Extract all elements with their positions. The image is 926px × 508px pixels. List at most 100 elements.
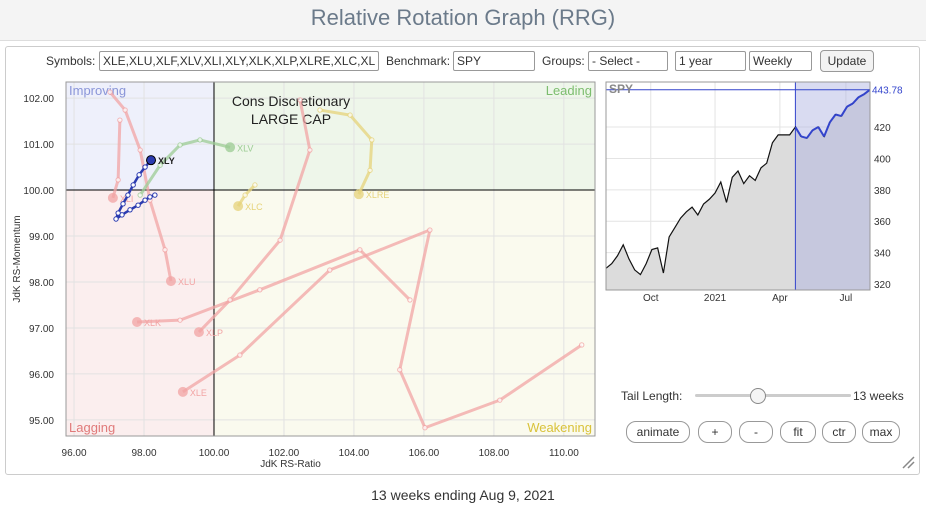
x-tick-label: 106.00	[409, 448, 440, 459]
price-segment-tail	[835, 113, 842, 118]
tail-point	[137, 192, 143, 198]
x-tick-label: 110.00	[549, 448, 579, 459]
y-axis-label: JdK RS-Momentum	[12, 215, 23, 302]
benchmark-input[interactable]: SPY	[453, 51, 535, 71]
tail-line	[182, 228, 583, 430]
y-tick-label: 96.00	[29, 370, 54, 381]
tail-point	[157, 162, 163, 168]
x-tick-label: 2021	[704, 293, 727, 304]
tail-point	[257, 287, 263, 293]
y-tick-label: 380	[874, 186, 891, 197]
symbols-label: Symbols:	[46, 54, 96, 68]
tail-point	[136, 172, 142, 178]
tail-point	[237, 352, 243, 358]
tail-point	[407, 297, 413, 303]
tail-head	[165, 276, 176, 287]
tail-point	[242, 192, 248, 198]
price-area	[606, 89, 870, 290]
x-tick-label: 102.00	[269, 448, 300, 459]
symbol-label: XLK	[144, 318, 161, 328]
price-segment-tail	[817, 126, 825, 137]
tail-point	[367, 167, 373, 173]
tail-head	[193, 327, 204, 338]
update-button[interactable]: Update	[820, 50, 874, 72]
tail-head	[353, 189, 364, 200]
tail-point	[357, 247, 363, 253]
tail-point	[137, 147, 143, 153]
rrg-panel	[5, 46, 920, 475]
quadrant-lagging	[66, 190, 214, 436]
symbols-input[interactable]: XLE,XLU,XLF,XLV,XLI,XLY,XLK,XLP,XLRE,XLC…	[99, 51, 379, 71]
slider-knob[interactable]	[750, 388, 766, 404]
x-tick-label: 96.00	[62, 448, 87, 459]
tail-point	[197, 137, 203, 143]
tail-point	[142, 197, 148, 203]
tail-length-value: 13 weeks	[853, 389, 904, 403]
control-button[interactable]: fit	[780, 421, 816, 443]
y-tick-label: 101.00	[23, 140, 54, 151]
control-button[interactable]: -	[739, 421, 773, 443]
quadrant-leading	[213, 82, 595, 191]
page-title: Relative Rotation Graph (RRG)	[0, 0, 926, 41]
groups-select[interactable]: - Select -	[588, 51, 668, 71]
tail-head	[177, 386, 188, 397]
tail-point	[347, 112, 353, 118]
tail-point	[327, 267, 333, 273]
tail-point	[162, 247, 168, 253]
tail-point	[152, 192, 158, 198]
y-tick-label: 340	[874, 249, 891, 260]
tail-point	[147, 194, 153, 200]
tail-point	[177, 142, 183, 148]
price-segment-tail	[812, 126, 819, 132]
quadrant-weakening	[213, 190, 595, 436]
x-tick-label: 104.00	[339, 448, 370, 459]
tail-point	[579, 342, 585, 348]
y-tick-label: 100.00	[23, 186, 54, 197]
footer: 13 weeks ending Aug 9, 2021	[371, 487, 555, 503]
tail-point	[307, 147, 313, 153]
x-tick-label: Jul	[839, 293, 852, 304]
tail-point	[115, 210, 121, 216]
symbol-label: XLP	[206, 328, 223, 338]
control-button[interactable]: animate	[626, 421, 690, 443]
plot-frame	[65, 81, 596, 437]
groups-label: Groups:	[542, 54, 585, 68]
tail-point	[369, 137, 375, 143]
tail-point	[127, 207, 133, 213]
tail-point	[130, 182, 136, 188]
quadrant-label: Leading	[546, 83, 592, 98]
tail-point	[427, 227, 433, 233]
x-tick-label: 108.00	[479, 448, 510, 459]
tail-point	[277, 237, 283, 243]
x-tick-label: Apr	[772, 293, 788, 304]
quadrant-label: Improving	[69, 83, 126, 98]
quadrant-label: Lagging	[69, 420, 115, 435]
control-button[interactable]: ctr	[822, 421, 856, 443]
frequency-select[interactable]: Weekly	[749, 51, 812, 71]
symbol-label: XLV	[237, 143, 253, 153]
tail-line	[108, 91, 173, 282]
tail-head	[132, 316, 143, 327]
symbol-label: XLRE	[366, 190, 390, 200]
chart-frame	[605, 81, 871, 291]
x-tick-label: 98.00	[132, 448, 157, 459]
price-segment-tail	[852, 96, 860, 105]
tail-length-label: Tail Length:	[621, 389, 683, 403]
symbol-label: XLC	[245, 202, 263, 212]
price-segment-tail	[794, 126, 802, 137]
x-tick-label: Oct	[643, 293, 659, 304]
control-button[interactable]: +	[698, 421, 732, 443]
y-tick-label: 97.00	[29, 324, 54, 335]
benchmark-label: Benchmark:	[386, 54, 451, 68]
tail-point	[297, 97, 303, 103]
price-segment-tail	[846, 102, 854, 108]
tail-point	[227, 297, 233, 303]
tail-point	[422, 425, 428, 431]
control-button[interactable]: max	[862, 421, 900, 443]
y-tick-label: 320	[874, 280, 891, 291]
resize-grip	[902, 456, 915, 469]
tail-shade	[795, 82, 870, 290]
price-segment-tail	[800, 135, 808, 140]
period-select[interactable]: 1 year	[675, 51, 746, 71]
